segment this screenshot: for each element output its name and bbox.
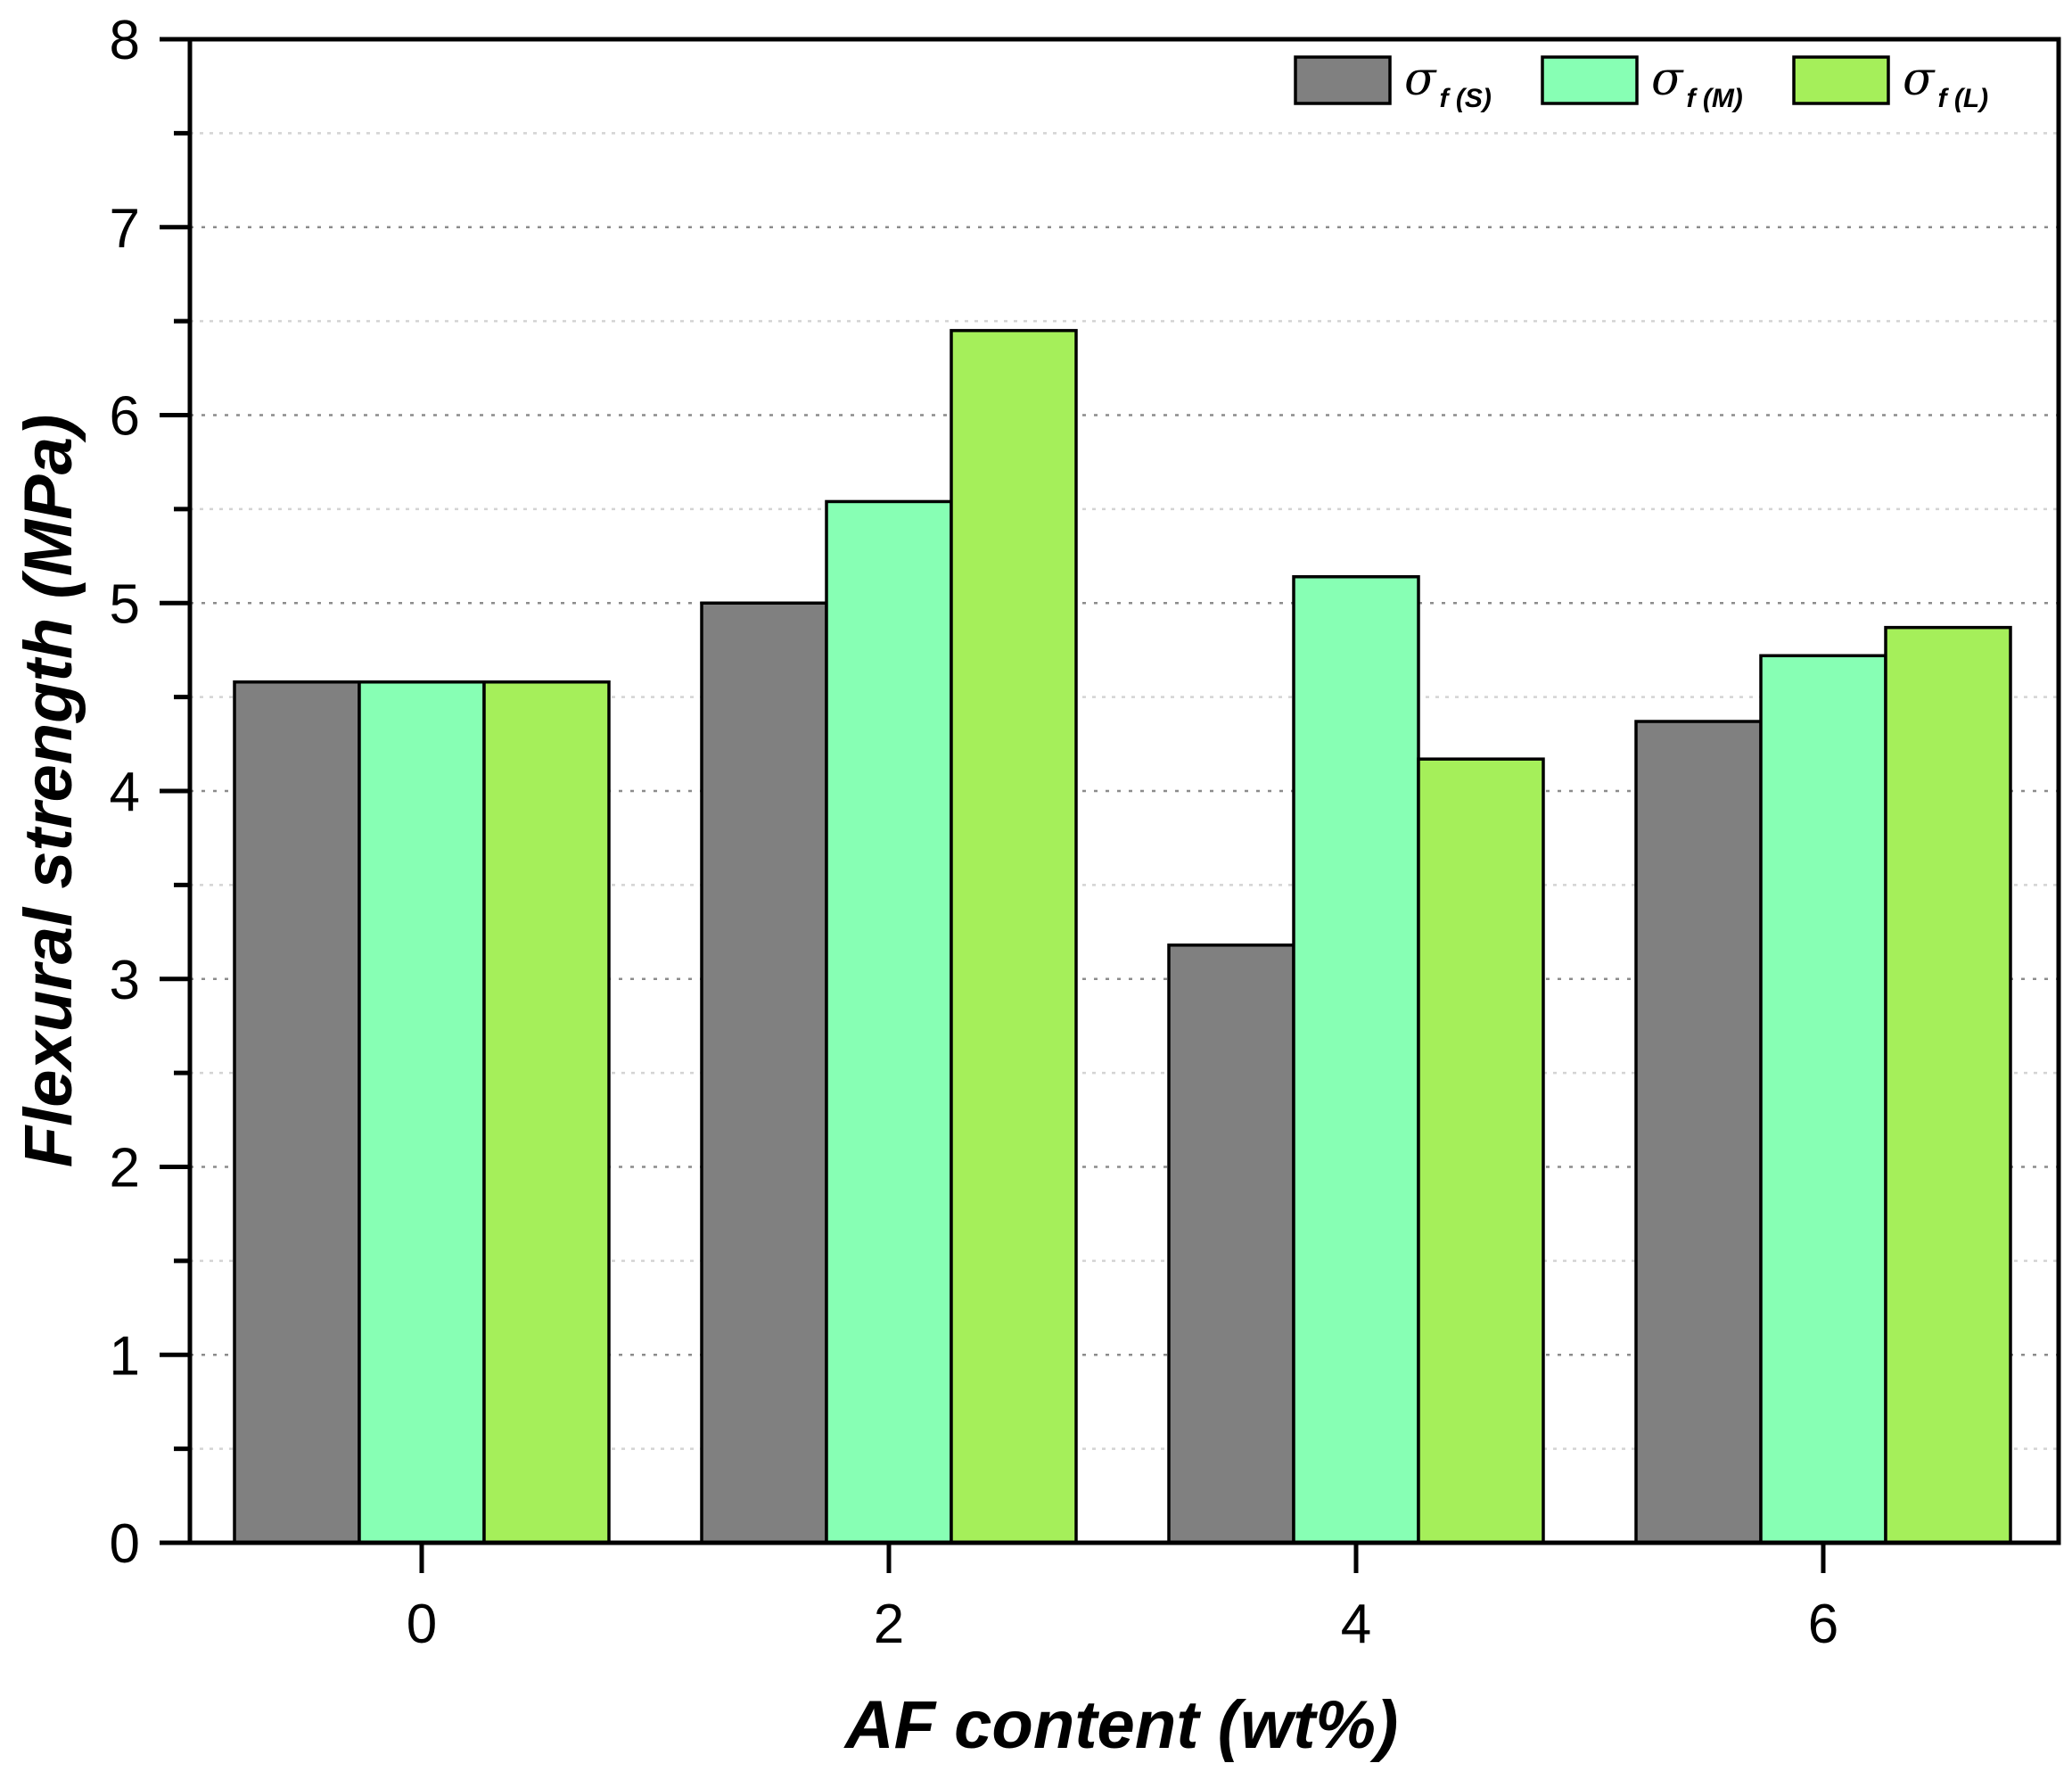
legend-swatch — [1792, 55, 1890, 105]
y-tick-label: 4 — [110, 762, 140, 823]
y-tick-label: 1 — [110, 1325, 140, 1387]
y-tick-label: 6 — [110, 386, 140, 448]
y-tick-label: 8 — [110, 10, 140, 71]
bar — [825, 499, 953, 1545]
bars — [233, 328, 2012, 1545]
bar — [233, 680, 361, 1545]
bar — [1634, 720, 1763, 1545]
bar — [482, 680, 611, 1545]
x-tick-label: 6 — [1808, 1594, 1838, 1655]
legend-swatch — [1541, 55, 1639, 105]
bar — [950, 328, 1078, 1545]
axis-ticks: 0 1 2 3 4 5 6 7 8 0 2 4 6 — [110, 10, 1839, 1655]
y-tick-label: 3 — [110, 950, 140, 1011]
bar — [1417, 757, 1545, 1545]
bar — [1884, 625, 2012, 1545]
legend-swatch — [1294, 55, 1392, 105]
x-tick-label: 4 — [1341, 1594, 1371, 1655]
bar — [700, 601, 828, 1545]
x-tick-label: 0 — [407, 1594, 437, 1655]
bar — [1292, 574, 1420, 1545]
x-tick-label: 2 — [874, 1594, 904, 1655]
y-axis-title: Flexural strength (MPa) — [11, 415, 86, 1168]
y-tick-label: 0 — [110, 1513, 140, 1575]
grid-lines — [190, 132, 2059, 1450]
x-axis-title: AF content (wt%) — [843, 1687, 1399, 1763]
bar — [1759, 654, 1887, 1545]
bar — [358, 680, 486, 1545]
bar — [1167, 943, 1295, 1545]
y-tick-label: 2 — [110, 1138, 140, 1199]
y-tick-label: 7 — [110, 198, 140, 260]
y-tick-label: 5 — [110, 573, 140, 635]
